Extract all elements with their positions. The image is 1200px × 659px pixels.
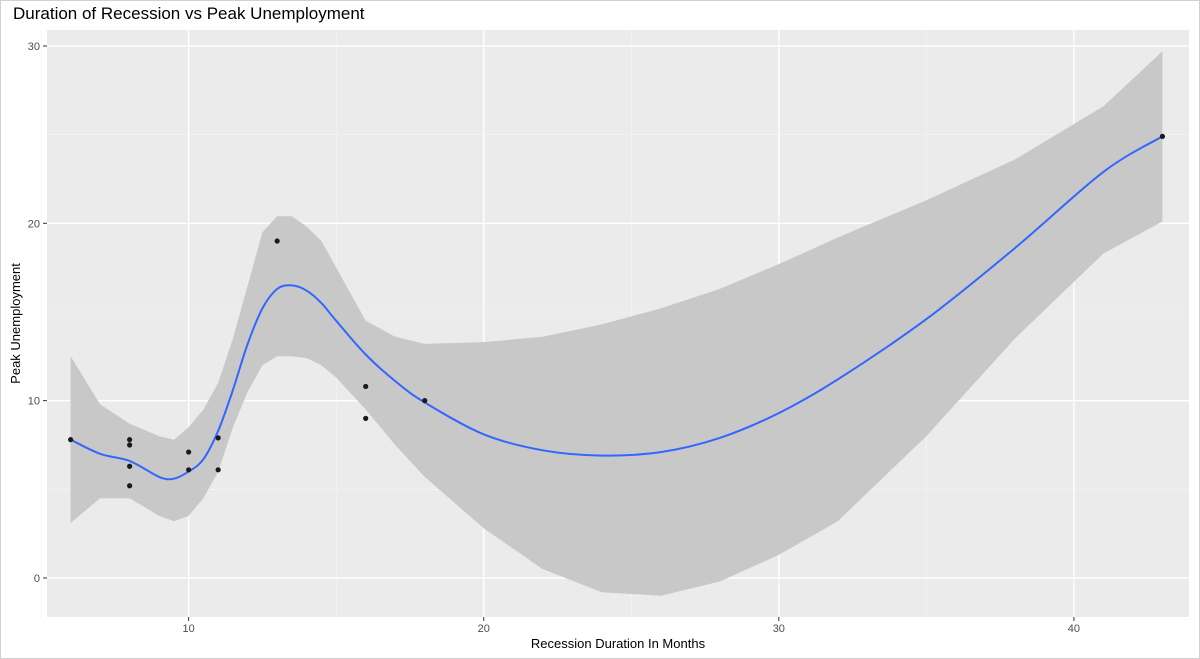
y-tick-label: 0 (34, 573, 40, 585)
y-axis-title: Peak Unemployment (8, 263, 23, 384)
data-point (363, 383, 369, 390)
data-point (186, 467, 192, 473)
data-point (422, 398, 428, 404)
x-tick-label: 20 (478, 623, 490, 635)
y-tick-label: 20 (28, 218, 40, 230)
y-tick-label: 30 (28, 41, 40, 53)
data-point (363, 415, 369, 421)
x-axis-title: Recession Duration In Months (531, 636, 706, 651)
y-axis-ticks: 0 10 20 30 (28, 41, 47, 585)
x-tick-label: 10 (183, 623, 195, 635)
data-point (215, 467, 221, 473)
data-point (127, 442, 133, 448)
y-tick-label: 10 (28, 396, 40, 408)
data-point (215, 435, 221, 441)
confidence-band (70, 51, 1163, 596)
x-tick-label: 40 (1068, 623, 1080, 635)
data-point (127, 483, 133, 489)
data-point (274, 238, 280, 244)
data-point (127, 463, 133, 469)
data-points (68, 133, 1166, 489)
x-axis-ticks: 10 20 30 40 (183, 617, 1080, 635)
x-tick-label: 30 (773, 623, 785, 635)
data-point (1159, 133, 1166, 140)
data-point (127, 437, 133, 443)
chart-title: Duration of Recession vs Peak Unemployme… (13, 4, 365, 23)
data-point (68, 437, 74, 443)
data-point (186, 449, 192, 455)
